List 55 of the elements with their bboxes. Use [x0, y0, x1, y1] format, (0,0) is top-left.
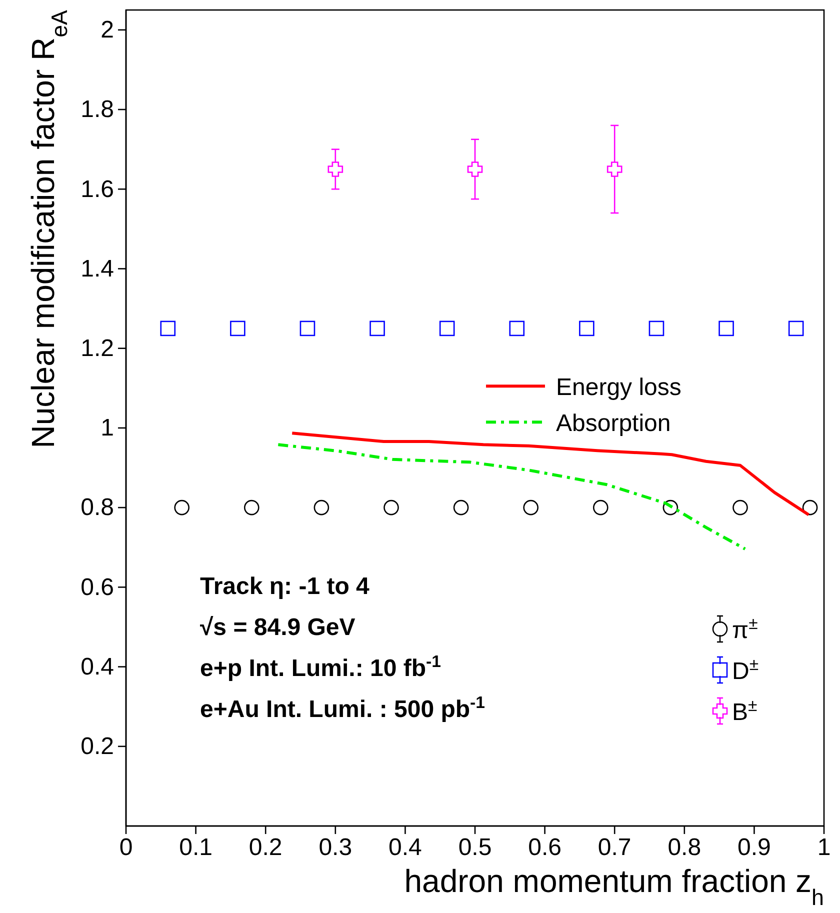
- annotation: Track η: -1 to 4: [200, 573, 370, 600]
- y-tick-label: 1.2: [80, 335, 114, 362]
- annotation: e+p Int. Lumi.: 10 fb$^{-1}$: [200, 652, 441, 682]
- point: [244, 500, 260, 516]
- point: [523, 500, 538, 516]
- x-tick-label: 0.6: [528, 834, 562, 862]
- legend-label: D$^{±}$: [732, 654, 759, 685]
- x-tick-label: 0.1: [179, 834, 212, 862]
- point: [732, 500, 748, 516]
- x-tick-label: 0.5: [458, 834, 492, 862]
- y-tick-label: 1.8: [80, 96, 114, 124]
- legend-label: Absorption: [556, 410, 671, 438]
- point: [160, 320, 176, 336]
- y-tick-label: 1: [100, 414, 114, 442]
- point: [300, 320, 316, 336]
- x-axis-title: hadron momentum fraction z$_{h}$: [404, 863, 824, 910]
- point: [802, 500, 818, 516]
- point: [453, 500, 469, 516]
- point: [788, 320, 804, 336]
- x-tick-label: 0: [119, 834, 133, 862]
- point: [718, 320, 734, 336]
- x-tick-label: 0.4: [388, 834, 422, 862]
- x-tick-label: 0.9: [738, 834, 771, 862]
- point: [662, 500, 678, 516]
- point: [579, 320, 594, 336]
- point: [370, 320, 385, 336]
- point: [606, 162, 622, 177]
- legend-label: Energy loss: [556, 374, 682, 402]
- point: [467, 162, 483, 177]
- y-tick-label: 2: [100, 16, 114, 44]
- y-tick-label: 0.2: [80, 733, 114, 760]
- y-tick-label: 0.6: [80, 574, 114, 601]
- point: [314, 500, 330, 516]
- point: [174, 500, 190, 516]
- y-tick-label: 0.4: [80, 653, 114, 680]
- point: [384, 500, 399, 516]
- point: [328, 162, 344, 177]
- point: [648, 320, 664, 336]
- legend-label: B$^{±}$: [732, 695, 758, 726]
- point: [230, 320, 246, 336]
- point: [592, 500, 608, 516]
- y-tick-label: 0.8: [80, 494, 114, 522]
- point: [509, 320, 525, 336]
- line-series: [276, 443, 747, 550]
- x-tick-label: 0.8: [668, 834, 702, 862]
- x-tick-label: 0.7: [598, 834, 632, 862]
- y-tick-label: 1.4: [80, 255, 114, 282]
- x-tick-label: 0.3: [318, 834, 352, 862]
- legend-label: π$^{±}$: [732, 613, 758, 644]
- x-tick-label: 1: [817, 834, 831, 862]
- annotation: √s = 84.9 GeV: [200, 614, 356, 642]
- x-tick-label: 0.2: [248, 834, 282, 862]
- annotation: e+Au Int. Lumi. : 500 pb$^{-1}$: [200, 692, 485, 724]
- point: [439, 320, 455, 336]
- y-tick-label: 1.6: [80, 176, 114, 203]
